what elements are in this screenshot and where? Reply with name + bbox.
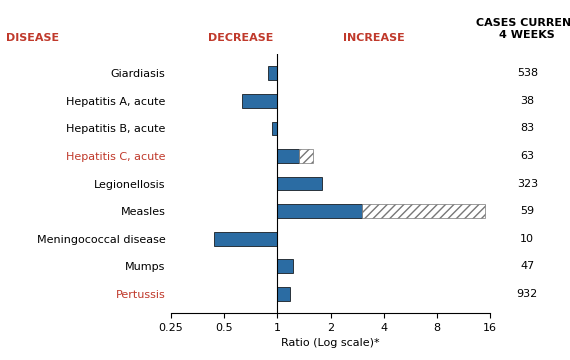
Bar (278, 149, 299, 163)
Text: 10: 10 (520, 234, 534, 244)
X-axis label: Ratio (Log scale)*: Ratio (Log scale)* (281, 338, 380, 348)
Text: 538: 538 (516, 68, 538, 78)
Bar (278, 260, 292, 273)
Text: INCREASE: INCREASE (343, 33, 405, 43)
Text: 83: 83 (520, 123, 534, 134)
Bar (278, 287, 290, 301)
Bar (214, 232, 278, 246)
Bar (242, 94, 278, 108)
Text: DECREASE: DECREASE (208, 33, 274, 43)
Text: 63: 63 (520, 151, 534, 161)
Text: 59: 59 (520, 206, 534, 216)
Text: CASES CURRENT
4 WEEKS: CASES CURRENT 4 WEEKS (476, 18, 570, 40)
Bar (278, 177, 321, 190)
Bar (362, 204, 485, 218)
Text: 47: 47 (520, 261, 535, 271)
Text: DISEASE: DISEASE (6, 33, 59, 43)
Bar (272, 122, 278, 135)
Text: 38: 38 (520, 96, 534, 106)
Text: 323: 323 (516, 179, 538, 189)
Text: 932: 932 (516, 289, 538, 299)
Bar (278, 204, 362, 218)
Bar (267, 66, 278, 80)
Bar (299, 149, 314, 163)
